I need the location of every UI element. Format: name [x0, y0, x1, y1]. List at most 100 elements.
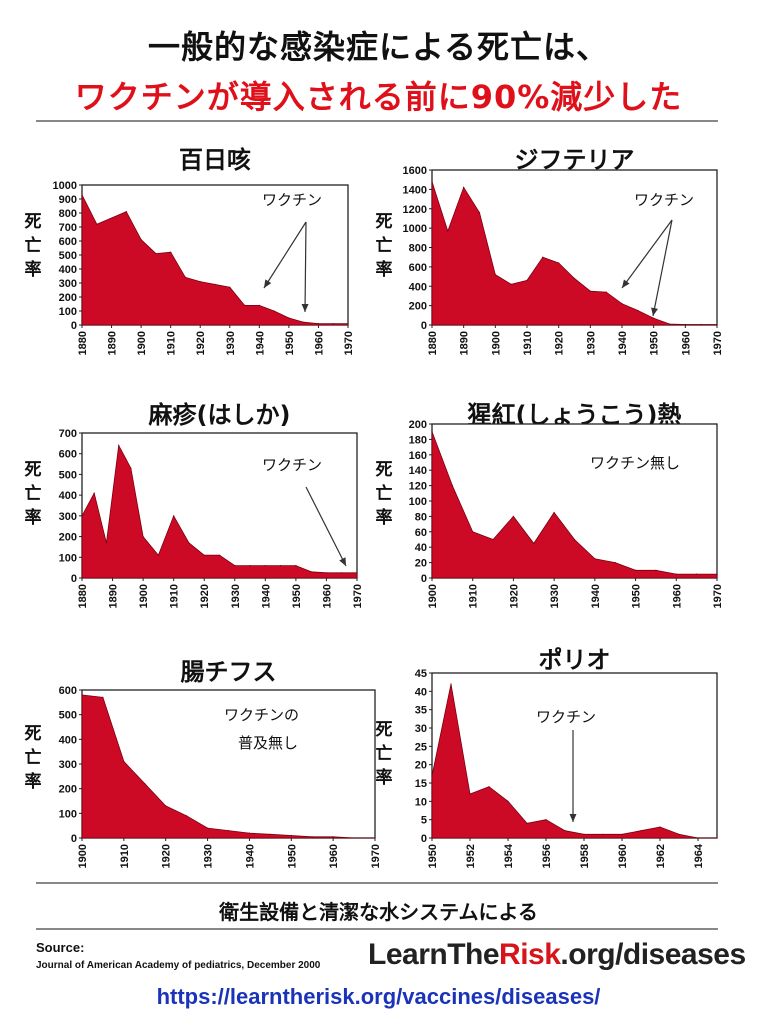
x-tick-label: 1950: [286, 844, 298, 868]
data-point: [583, 833, 585, 835]
y-axis-label: 死亡率: [22, 722, 44, 794]
brand-tail: .org/diseases: [560, 938, 746, 971]
x-tick-label: 1940: [254, 331, 266, 355]
data-point: [264, 565, 266, 567]
x-tick-label: 1970: [712, 331, 724, 355]
annotation-arrow: [621, 219, 673, 289]
y-axis-label-char: 率: [375, 768, 393, 788]
data-point: [659, 826, 661, 828]
headline-line-2: ワクチンが導入される前に90%減少した: [74, 78, 683, 116]
y-tick-label: 300: [59, 511, 77, 523]
chart-title: 麻疹(はしか): [148, 401, 291, 429]
data-point: [186, 815, 188, 817]
data-point: [463, 186, 465, 188]
data-point: [229, 286, 231, 288]
data-point: [512, 515, 515, 518]
x-tick-label: 1940: [244, 844, 256, 868]
footer-note: 衛生設備と清潔な水システムによる: [219, 900, 538, 924]
data-point: [310, 571, 312, 573]
y-tick-label: 15: [415, 778, 427, 790]
source-label: Source:: [36, 940, 85, 955]
chart-title: 百日咳: [179, 146, 251, 174]
source-url-link[interactable]: https://learntherisk.org/vaccines/diseas…: [156, 984, 601, 1009]
y-axis-label-char: 死: [375, 460, 393, 480]
y-tick-label: 1600: [403, 165, 427, 177]
data-point: [199, 281, 201, 283]
chart-title: ポリオ: [538, 646, 611, 674]
y-tick-label: 140: [409, 465, 427, 477]
data-point: [564, 830, 566, 832]
data-point: [605, 291, 607, 293]
y-axis-label-char: 亡: [375, 236, 393, 256]
data-point: [280, 565, 282, 567]
x-tick-label: 1940: [260, 584, 272, 608]
y-tick-label: 45: [415, 668, 427, 680]
chart-title: 腸チフス: [180, 658, 277, 686]
data-point: [526, 279, 528, 281]
data-point: [655, 569, 657, 571]
data-point: [288, 317, 290, 319]
y-axis-label-char: 死: [24, 724, 42, 744]
y-axis-label: 死亡率: [373, 210, 395, 282]
data-point: [170, 251, 172, 253]
arrow-head: [301, 303, 309, 312]
x-tick-label: 1970: [352, 584, 364, 608]
data-point: [142, 536, 144, 538]
data-point: [507, 800, 509, 802]
data-point: [431, 775, 433, 777]
data-point: [311, 836, 313, 838]
y-tick-label: 180: [409, 434, 427, 446]
data-point: [621, 833, 623, 835]
annotation-text: ワクチンの: [224, 706, 299, 724]
brand-main: LearnThe: [368, 938, 500, 971]
x-tick-label: 1930: [225, 331, 237, 355]
x-tick-label: 1920: [508, 584, 520, 608]
data-point: [700, 323, 702, 326]
y-tick-label: 0: [71, 573, 77, 585]
y-tick-label: 40: [415, 542, 427, 554]
y-tick-label: 0: [71, 320, 77, 332]
x-tick-label: 1880: [427, 331, 439, 355]
data-point: [118, 444, 120, 446]
x-tick-label: 1964: [693, 843, 705, 868]
data-point: [332, 323, 334, 325]
y-tick-label: 0: [71, 833, 77, 845]
x-tick-label: 1900: [77, 844, 89, 868]
annotation-arrow: [305, 486, 347, 567]
arrow-head: [651, 307, 658, 316]
y-tick-label: 1000: [403, 223, 427, 235]
y-tick-label: 400: [59, 490, 77, 502]
y-tick-label: 1200: [403, 204, 427, 216]
y-tick-label: 60: [415, 527, 427, 539]
data-point: [602, 833, 604, 835]
x-tick-label: 1960: [671, 584, 683, 608]
y-tick-label: 0: [421, 320, 427, 332]
x-tick-label: 1880: [77, 331, 89, 355]
annotation-text: ワクチン無し: [590, 454, 680, 472]
arrow-head: [622, 279, 630, 288]
data-point: [140, 239, 142, 241]
data-point: [157, 554, 159, 556]
arrow-head: [264, 279, 272, 288]
x-tick-label: 1920: [199, 584, 211, 608]
annotation-text: ワクチン: [262, 191, 322, 209]
y-tick-label: 40: [415, 686, 427, 698]
y-tick-label: 600: [59, 685, 77, 697]
data-point: [492, 538, 494, 541]
data-point: [347, 323, 349, 325]
x-tick-label: 1954: [503, 843, 515, 868]
y-axis-label-char: 率: [24, 508, 42, 528]
y-tick-label: 500: [59, 469, 77, 481]
data-point: [478, 212, 481, 214]
y-tick-label: 200: [59, 292, 77, 304]
arrow-head: [569, 814, 577, 822]
y-axis-label-char: 亡: [24, 236, 42, 256]
brand-red: Risk: [499, 938, 561, 971]
annotation-text: 普及無し: [238, 734, 298, 752]
data-point: [353, 837, 355, 839]
bottom-divider: [36, 882, 718, 884]
x-tick-label: 1900: [136, 331, 148, 355]
